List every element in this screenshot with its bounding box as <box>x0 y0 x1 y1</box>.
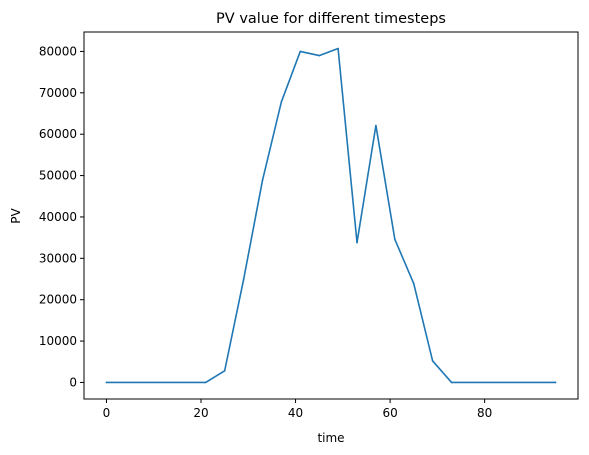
y-tick-label: 30000 <box>39 251 77 265</box>
chart-title: PV value for different timesteps <box>216 11 446 27</box>
pv-data-point <box>280 101 283 103</box>
y-tick-label: 70000 <box>39 86 77 100</box>
x-tick-label: 60 <box>382 406 397 420</box>
pv-data-point <box>412 282 415 285</box>
x-tick-label: 40 <box>288 406 303 420</box>
pv-data-point <box>261 179 264 182</box>
x-tick-label: 20 <box>193 406 208 420</box>
pv-data-point <box>431 360 434 362</box>
y-tick-label: 80000 <box>39 44 77 58</box>
pv-data-point <box>375 124 377 127</box>
pv-series-line <box>105 47 557 384</box>
pv-data-point <box>394 238 396 241</box>
x-tick-label: 0 <box>103 406 111 420</box>
axes-frame <box>83 31 579 400</box>
pv-data-point <box>204 381 207 384</box>
pv-data-point <box>318 54 320 57</box>
pv-data-point <box>337 47 339 50</box>
pv-data-point <box>242 279 245 281</box>
y-tick-label: 60000 <box>39 127 77 141</box>
y-tick-label: 0 <box>69 375 77 389</box>
pv-data-point <box>299 50 302 53</box>
y-tick-label: 50000 <box>39 169 77 183</box>
pv-data-point <box>223 370 226 372</box>
x-axis-label: time <box>317 431 344 445</box>
y-tick-label: 40000 <box>39 210 77 224</box>
y-axis-label: PV <box>9 207 23 223</box>
x-tick-label: 80 <box>477 406 492 420</box>
pv-data-point <box>554 381 557 384</box>
pv-data-point <box>105 381 108 384</box>
y-tick-label: 10000 <box>39 334 77 348</box>
y-tick-label: 20000 <box>39 293 77 307</box>
pv-data-point <box>450 381 453 384</box>
plot-area: 0 20 40 60 80 0 10000 20000 30000 40000 50000 60000… <box>39 44 557 420</box>
pv-data-point <box>356 241 358 244</box>
